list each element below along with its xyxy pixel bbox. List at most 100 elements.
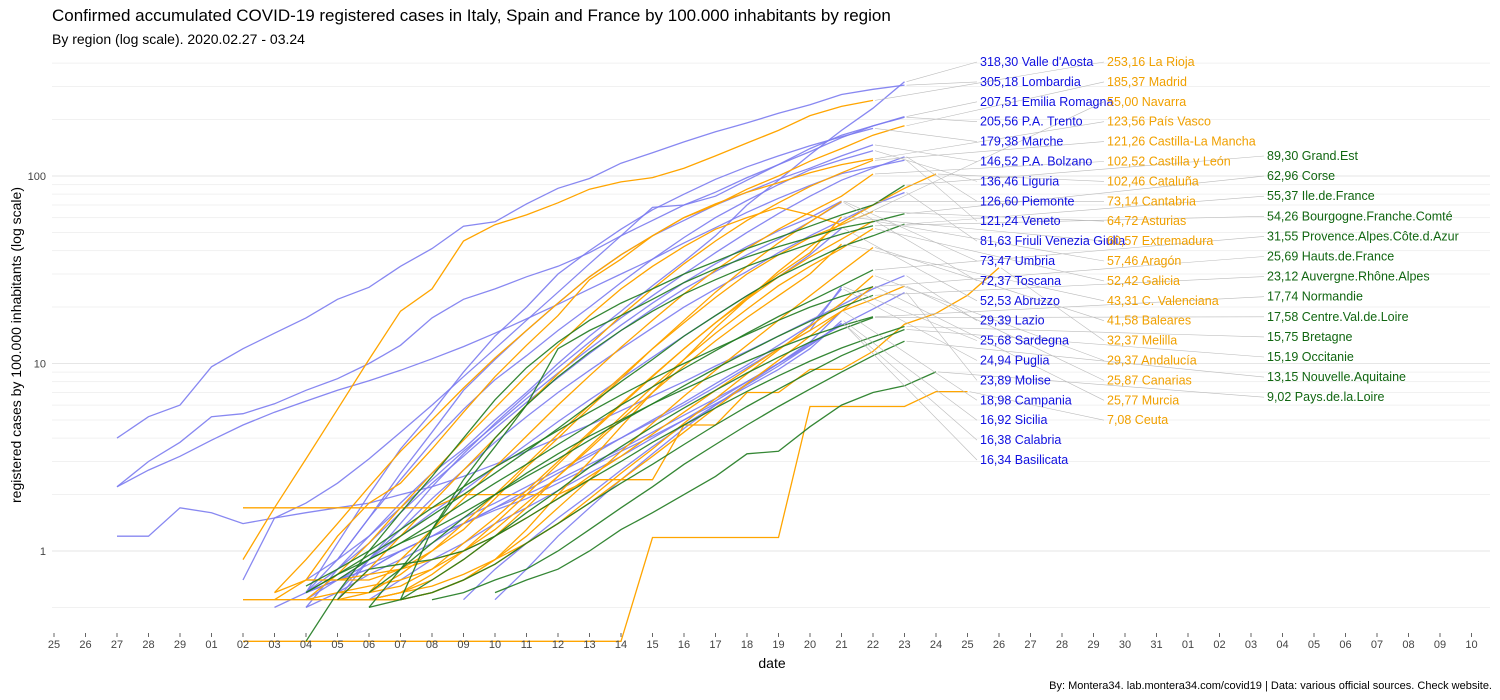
label-connector — [906, 156, 978, 202]
label-connector — [906, 329, 1265, 358]
label-connector — [874, 256, 1265, 287]
series-label-liguria: 136,46 Liguria — [980, 174, 1059, 188]
series-label-ile-de-france: 55,37 Ile.de.France — [1267, 189, 1375, 203]
label-connector — [843, 202, 978, 282]
x-tick-label: 04 — [1276, 639, 1288, 651]
x-tick-label: 13 — [583, 639, 595, 651]
series-line-madrid — [274, 125, 905, 601]
chart-title: Confirmed accumulated COVID-19 registere… — [52, 6, 891, 25]
chart-subtitle: By region (log scale). 2020.02.27 - 03.2… — [52, 31, 305, 47]
label-connector — [906, 160, 978, 222]
x-tick-label: 17 — [709, 639, 721, 651]
series-label-basilicata: 16,34 Basilicata — [980, 453, 1068, 467]
label-connector — [843, 323, 978, 461]
label-connector — [906, 326, 1265, 338]
y-axis-title: registered cases by 100.000 inhabitants … — [8, 187, 24, 503]
label-connector — [906, 155, 1265, 186]
label-connector — [874, 286, 1105, 401]
label-connector — [843, 320, 978, 421]
label-connector — [874, 275, 1105, 361]
label-connector — [874, 161, 1105, 175]
series-line-provence-alpes-cote-d-azur — [337, 269, 874, 581]
label-connector — [906, 275, 978, 321]
series-label-la-rioja: 253,16 La Rioja — [1107, 55, 1195, 69]
x-tick-label: 01 — [205, 639, 217, 651]
x-tick-label: 07 — [1371, 639, 1383, 651]
x-tick-label: 23 — [898, 639, 910, 651]
x-tick-label: 02 — [237, 639, 249, 651]
label-connector — [906, 192, 978, 242]
series-line-p-a-trento — [242, 116, 905, 581]
label-connector — [906, 81, 978, 86]
series-label-lombardia: 305,18 Lombardia — [980, 75, 1081, 89]
x-tick-label: 14 — [615, 639, 627, 651]
series-line-c-valenciana — [305, 243, 842, 601]
series-label-umbria: 73,47 Umbria — [980, 254, 1055, 268]
series-line-la-rioja — [242, 99, 874, 560]
label-connector — [843, 288, 978, 361]
label-connector — [843, 101, 1105, 225]
label-connector — [906, 61, 978, 83]
series-line-umbria — [305, 200, 842, 581]
series-label-piemonte: 126,60 Piemonte — [980, 194, 1075, 208]
series-label-murcia: 25,77 Murcia — [1107, 393, 1179, 407]
x-tick-label: 19 — [772, 639, 784, 651]
series-label-hauts-de-france: 25,69 Hauts.de.France — [1267, 250, 1394, 264]
label-connector — [969, 391, 1105, 421]
series-line-marche — [305, 127, 874, 593]
label-connector — [874, 296, 1265, 318]
label-connector — [843, 216, 1105, 242]
series-line-castilla-la-mancha — [337, 159, 874, 601]
label-connector — [874, 228, 1105, 282]
x-tick-label: 03 — [1245, 639, 1257, 651]
series-label-veneto: 121,24 Veneto — [980, 214, 1061, 228]
label-connector — [906, 195, 1265, 225]
x-tick-label: 26 — [79, 639, 91, 651]
x-tick-label: 12 — [552, 639, 564, 651]
x-tick-label: 03 — [268, 639, 280, 651]
series-label-aragon: 57,46 Aragón — [1107, 254, 1181, 268]
series-label-p-a-trento: 205,56 P.A. Trento — [980, 115, 1083, 129]
label-connector — [937, 371, 1265, 398]
label-connector — [874, 128, 978, 142]
label-connector — [906, 175, 1265, 214]
series-label-bourgogne-franche-comte: 54,26 Bourgogne.Franche.Comté — [1267, 209, 1453, 223]
series-label-centre-val-de-loire: 17,58 Centre.Val.de.Loire — [1267, 310, 1409, 324]
x-tick-label: 28 — [142, 639, 154, 651]
x-tick-label: 02 — [1213, 639, 1225, 651]
series-line-centre-val-de-loire — [400, 316, 874, 601]
x-tick-label: 31 — [1150, 639, 1162, 651]
x-tick-label: 10 — [1465, 639, 1477, 651]
x-tick-label: 16 — [678, 639, 690, 651]
x-tick-label: 06 — [1339, 639, 1351, 651]
series-line-galicia — [368, 228, 874, 601]
label-connector — [874, 141, 1105, 161]
label-connector — [906, 81, 1105, 127]
x-tick-label: 05 — [1308, 639, 1320, 651]
series-line-lombardia — [116, 84, 905, 439]
series-line-sicilia — [305, 320, 842, 594]
label-connector — [874, 220, 1105, 262]
series-label-extremadura: 60,57 Extremadura — [1107, 234, 1213, 248]
series-line-veneto — [116, 159, 905, 488]
series-label-andalucia: 29,37 Andalucía — [1107, 354, 1197, 368]
series-label-emilia-romagna: 207,51 Emilia Romagna — [980, 95, 1113, 109]
series-line-p-a-bolzano — [274, 144, 874, 608]
x-tick-label: 18 — [741, 639, 753, 651]
x-tick-label: 06 — [363, 639, 375, 651]
series-label-provence-alpes-cote-d-azur: 31,55 Provence.Alpes.Côte.d.Azur — [1267, 229, 1459, 243]
x-tick-label: 21 — [835, 639, 847, 651]
x-tick-label: 28 — [1056, 639, 1068, 651]
series-label-castilla-y-leon: 102,52 Castilla y León — [1107, 155, 1231, 169]
series-line-pays-de-la-loire — [494, 371, 937, 594]
y-axis-ticks: 1 10 100 — [28, 171, 46, 558]
series-line-normandie — [368, 316, 874, 594]
series-line-bretagne — [337, 325, 905, 601]
label-connector — [843, 286, 978, 341]
series-line-auvergne-rhone-alpes — [305, 294, 874, 594]
series-line-corse — [368, 213, 905, 608]
series-line-canarias — [274, 285, 905, 594]
series-line-toscana — [305, 201, 842, 594]
x-tick-label: 11 — [521, 639, 532, 651]
